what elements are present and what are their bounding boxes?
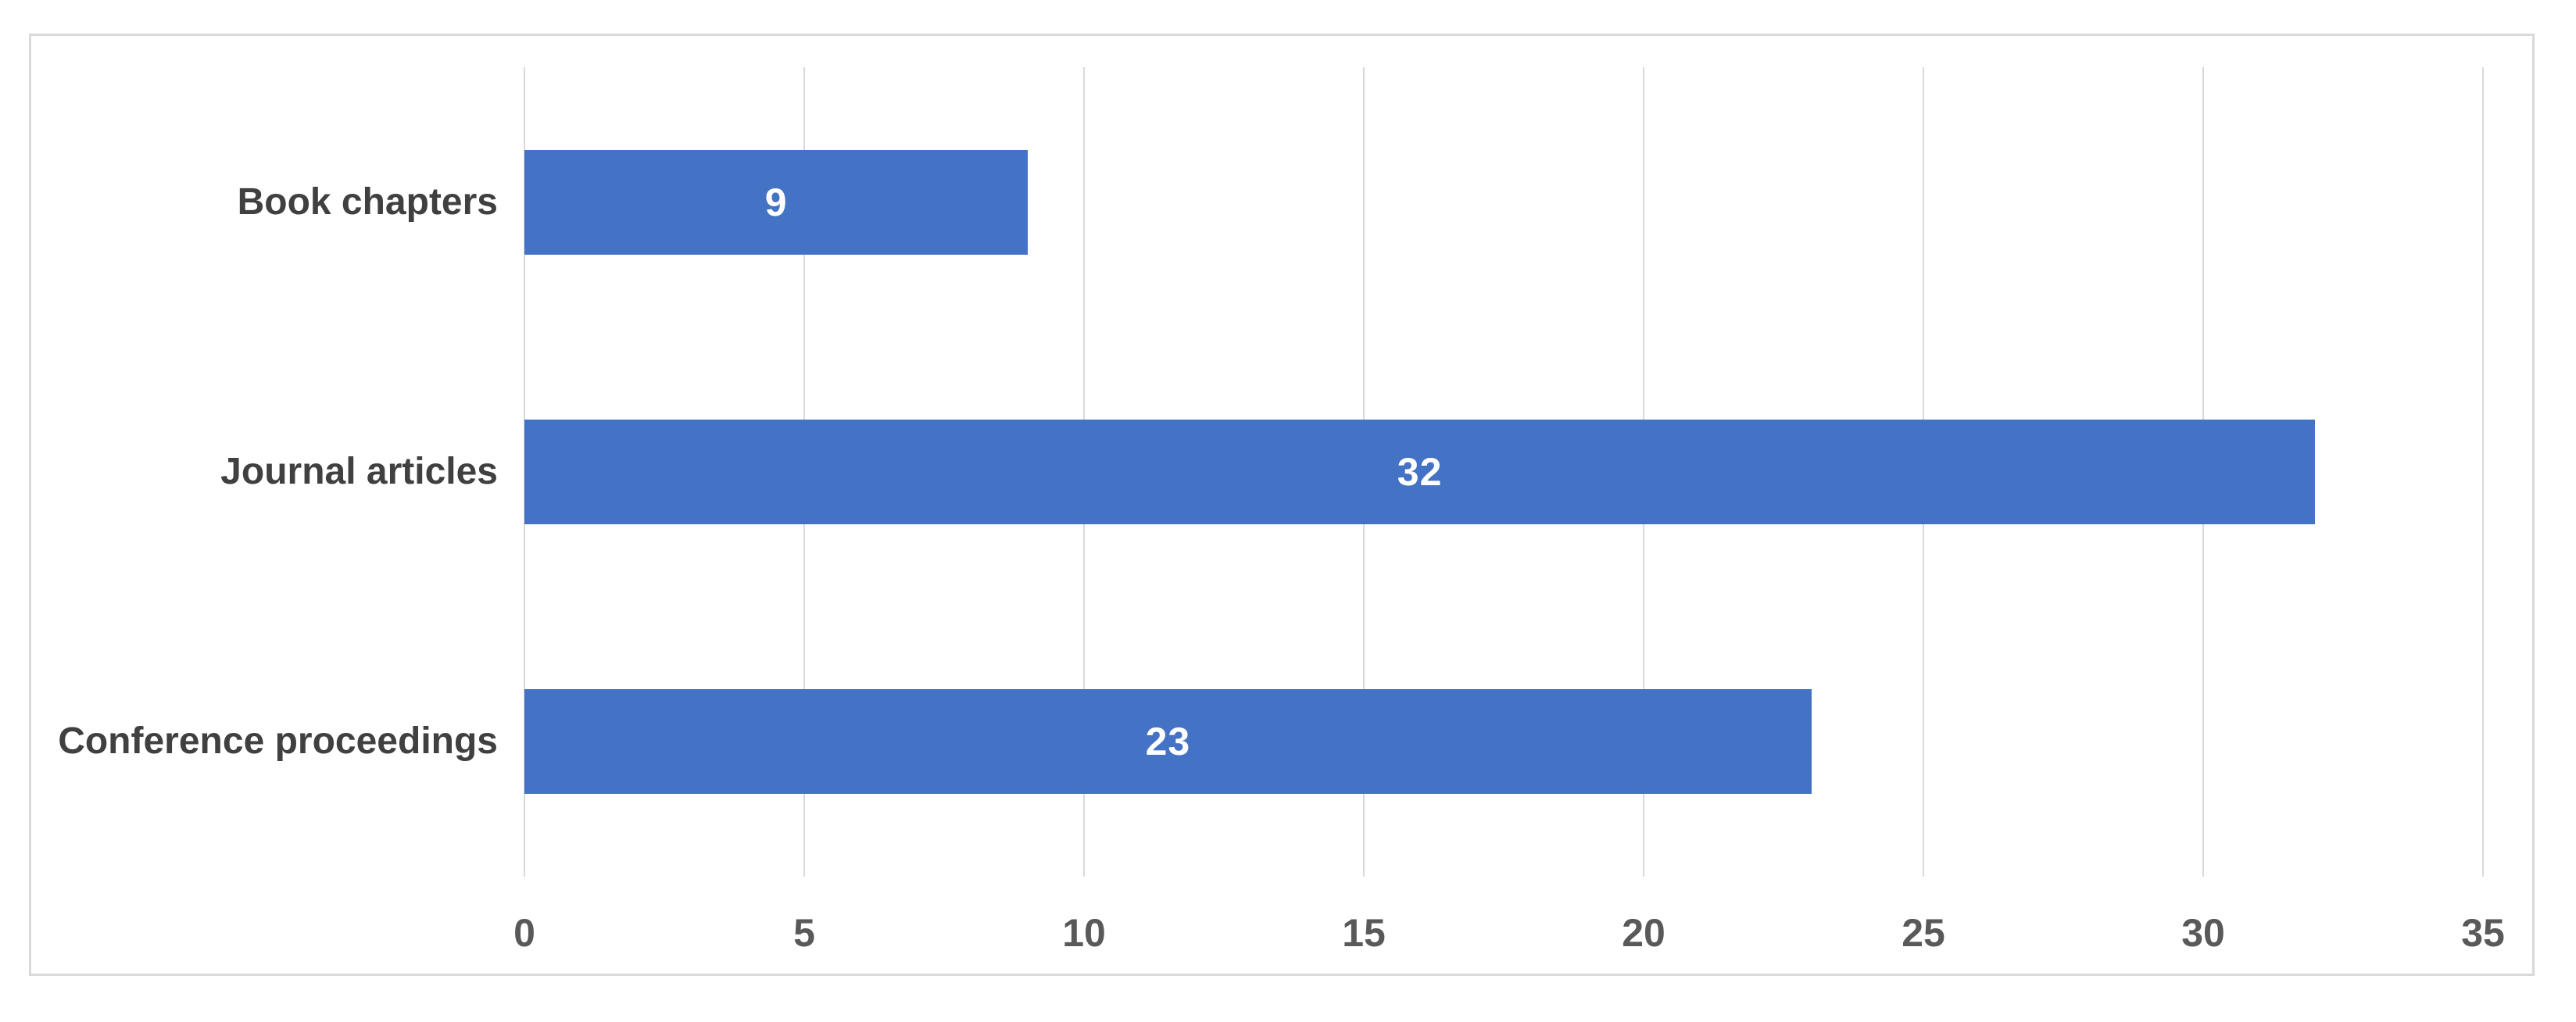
bar-value-label: 9 [764, 180, 788, 224]
gridline-x-35 [2482, 67, 2484, 877]
bar-0: 9 [524, 149, 1029, 255]
bar-value-label: 23 [1145, 720, 1191, 764]
tick-label-15: 15 [1342, 911, 1386, 955]
category-label-2: Conference proceedings [58, 720, 498, 763]
bar-1: 32 [524, 420, 2316, 524]
category-label-1: Journal articles [220, 451, 498, 492]
tick-label-30: 30 [2181, 911, 2225, 955]
tick-label-5: 5 [793, 911, 815, 955]
tick-label-25: 25 [1902, 911, 1945, 955]
tick-label-20: 20 [1622, 911, 1665, 955]
bar-value-label: 32 [1397, 450, 1443, 494]
bar-chart: 9 32 23 Book chapters Journal articles Confe… [29, 34, 2535, 976]
tick-label-35: 35 [2461, 911, 2505, 955]
category-label-0: Book chapters [237, 180, 498, 223]
tick-label-0: 0 [513, 911, 535, 955]
bar-2: 23 [524, 689, 1812, 795]
tick-label-10: 10 [1062, 911, 1106, 955]
